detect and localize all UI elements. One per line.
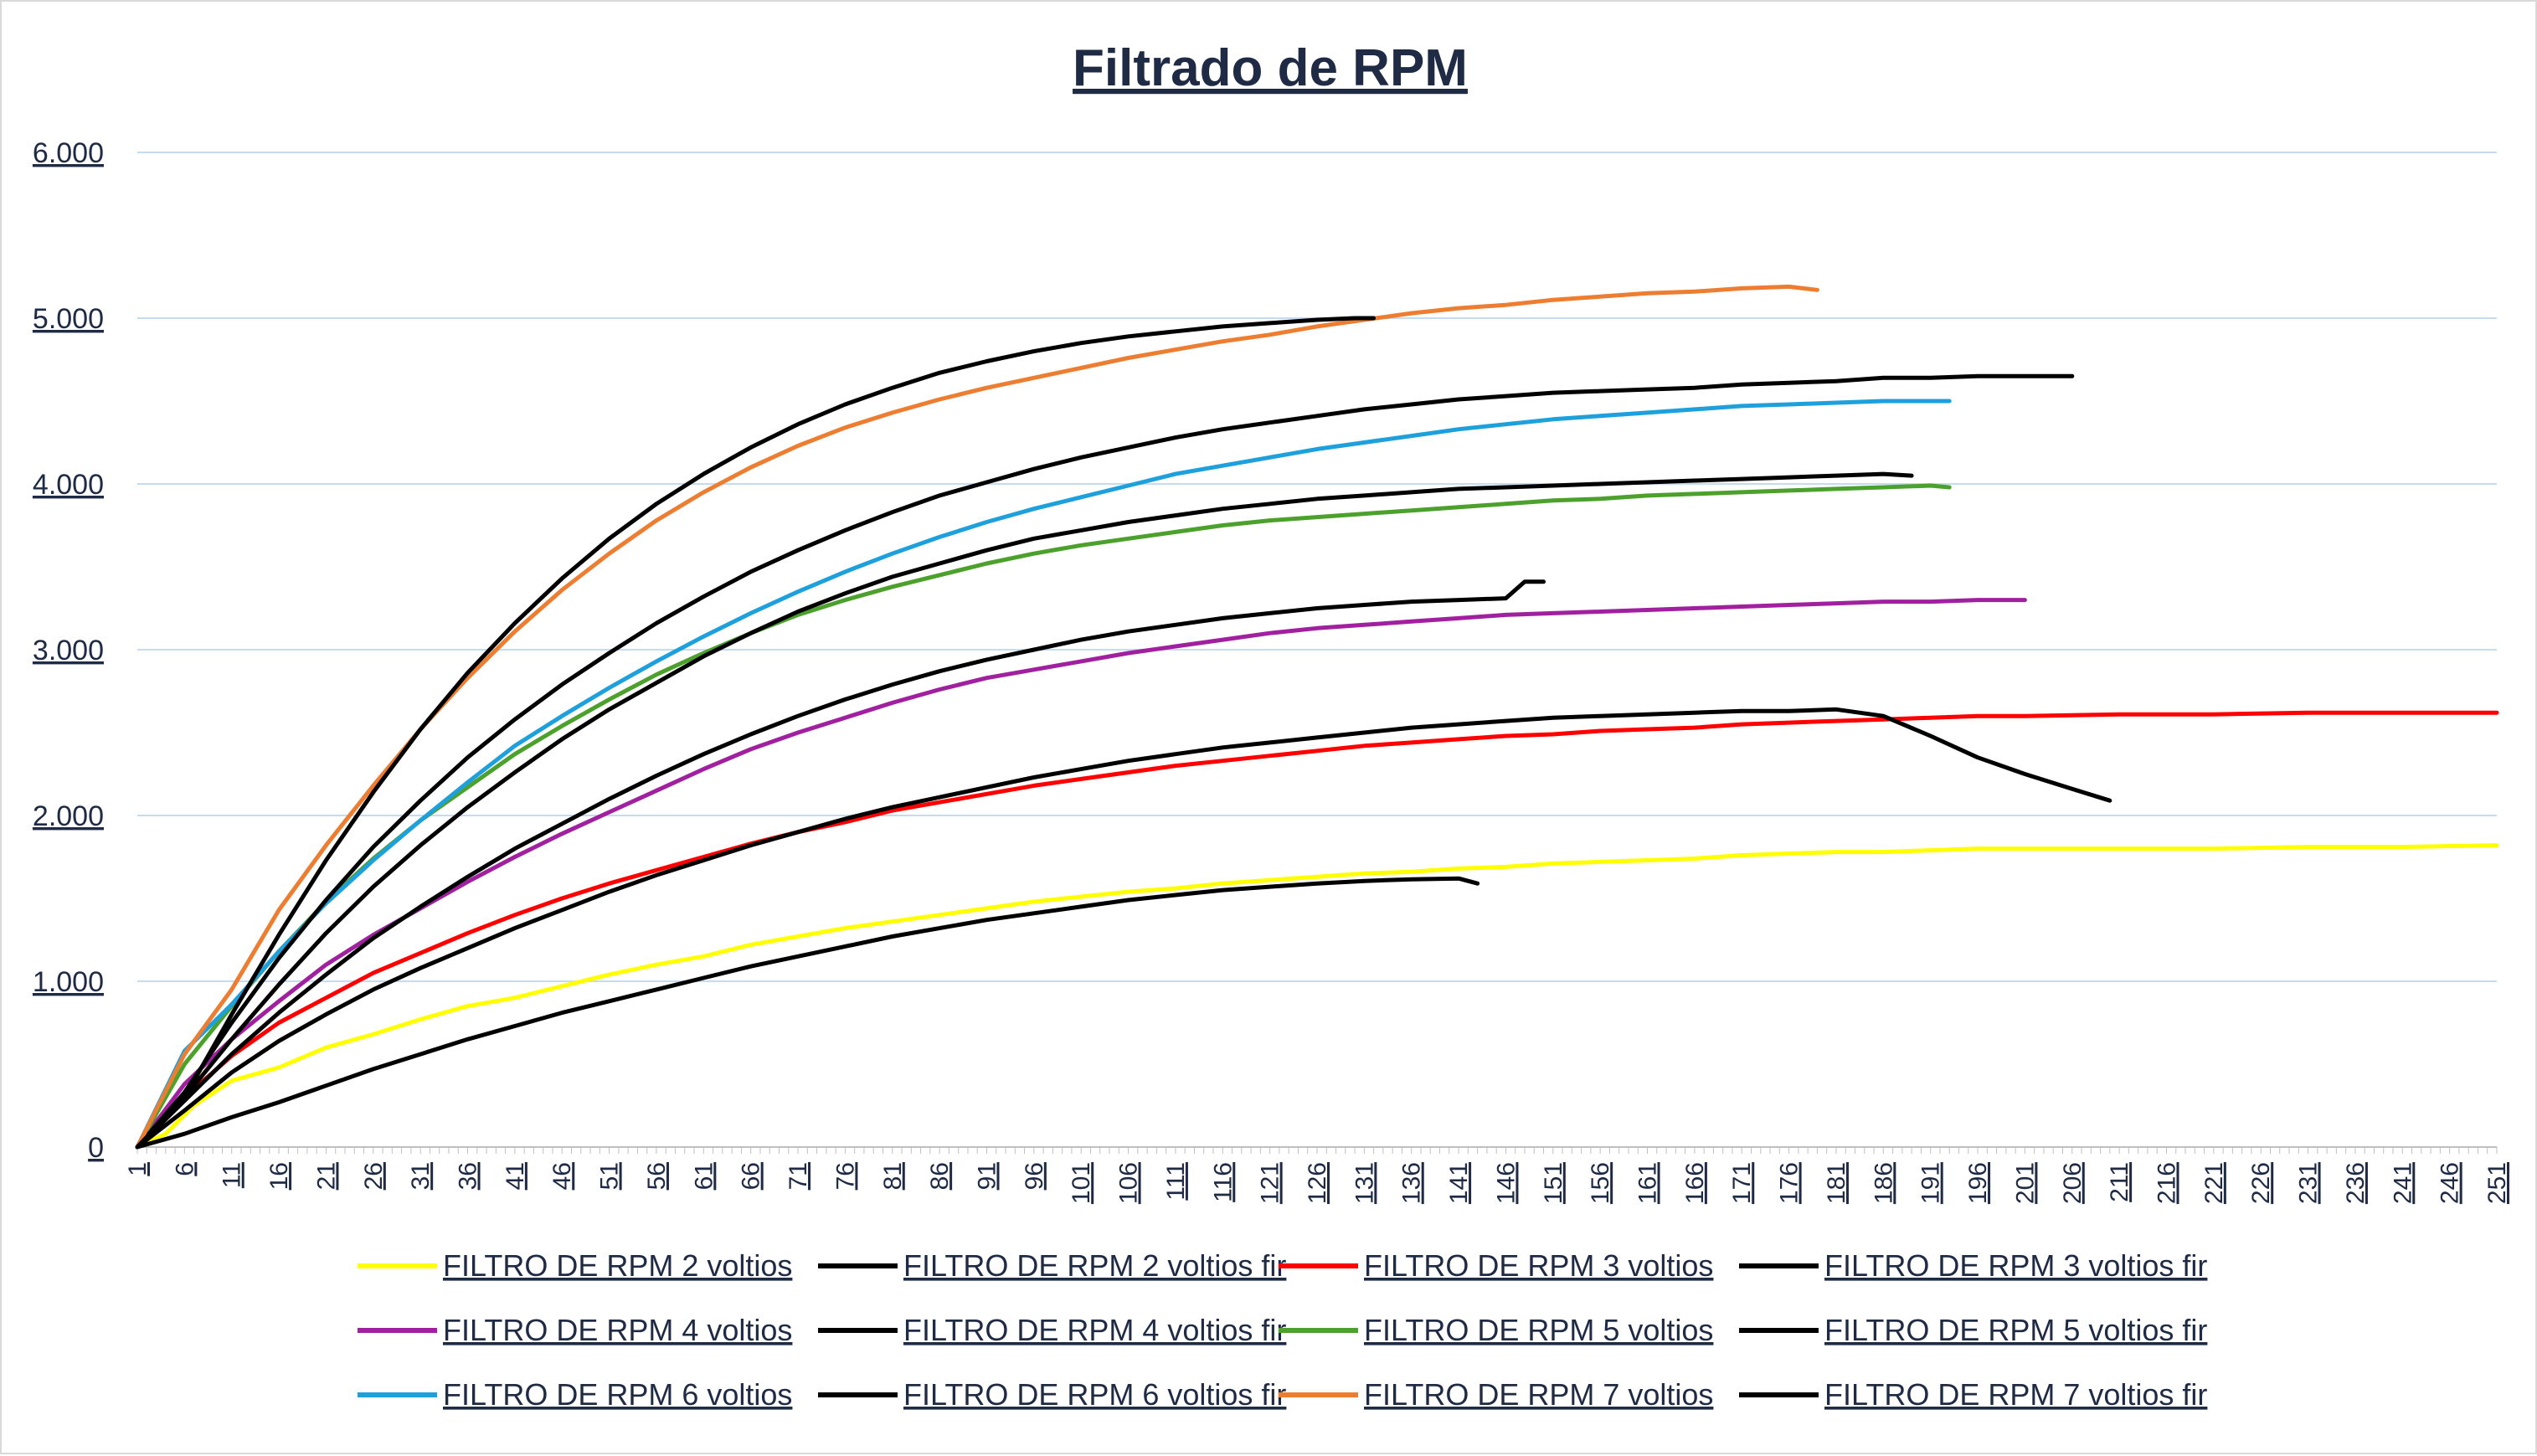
legend-label: FILTRO DE RPM 5 voltios xyxy=(1364,1313,1713,1347)
x-tick-label: 181 xyxy=(1823,1162,1850,1204)
chart-title: Filtrado de RPM xyxy=(1073,39,1468,97)
x-tick-label: 11 xyxy=(219,1162,246,1188)
y-tick-label: 6.000 xyxy=(33,137,104,169)
x-tick-label: 216 xyxy=(2153,1162,2180,1204)
legend-label: FILTRO DE RPM 6 voltios fir xyxy=(903,1377,1286,1412)
x-tick-label: 136 xyxy=(1398,1162,1426,1204)
y-tick-label: 2.000 xyxy=(33,800,104,832)
x-tick-label: 161 xyxy=(1634,1162,1662,1204)
x-tick-label: 111 xyxy=(1162,1162,1190,1201)
x-tick-label: 46 xyxy=(548,1162,576,1190)
x-tick-label: 196 xyxy=(1964,1162,1992,1204)
series-line xyxy=(135,598,2027,1150)
x-tick-label: 26 xyxy=(360,1162,388,1190)
x-tick-label: 151 xyxy=(1540,1162,1567,1204)
legend-label: FILTRO DE RPM 5 voltios fir xyxy=(1824,1313,2207,1347)
x-tick-label: 176 xyxy=(1776,1162,1804,1204)
x-tick-label: 61 xyxy=(690,1162,718,1190)
series-line xyxy=(135,373,2075,1150)
x-tick-label: 251 xyxy=(2483,1162,2511,1204)
x-tick-label: 166 xyxy=(1681,1162,1709,1204)
x-tick-label: 106 xyxy=(1115,1162,1143,1204)
series-line xyxy=(135,707,2112,1150)
series-line xyxy=(135,843,2499,1150)
y-tick-label: 1.000 xyxy=(33,966,104,998)
x-tick-label: 211 xyxy=(2106,1162,2133,1202)
x-tick-label: 236 xyxy=(2342,1162,2370,1204)
legend: FILTRO DE RPM 2 voltios FILTRO DE RPM 2 v… xyxy=(358,1248,2207,1412)
x-tick-label: 131 xyxy=(1351,1162,1378,1204)
series-line xyxy=(135,399,1952,1150)
x-tick-label: 66 xyxy=(738,1162,765,1190)
x-tick-label: 21 xyxy=(312,1162,340,1190)
x-tick-label: 81 xyxy=(879,1162,907,1190)
y-tick-label: 5.000 xyxy=(33,303,104,335)
x-tick-label: 246 xyxy=(2437,1162,2464,1204)
x-tick-label: 121 xyxy=(1257,1162,1284,1204)
legend-label: FILTRO DE RPM 7 voltios fir xyxy=(1824,1377,2207,1412)
x-tick-label: 101 xyxy=(1068,1162,1095,1204)
legend-label: FILTRO DE RPM 2 voltios xyxy=(443,1248,792,1283)
x-tick-label: 201 xyxy=(2011,1162,2039,1204)
series-layer xyxy=(135,284,2499,1150)
x-tick-label: 171 xyxy=(1728,1162,1756,1204)
legend-label: FILTRO DE RPM 3 voltios fir xyxy=(1824,1248,2207,1283)
x-tick-label: 126 xyxy=(1304,1162,1331,1204)
x-tick-label: 186 xyxy=(1870,1162,1897,1204)
legend-label: FILTRO DE RPM 6 voltios xyxy=(443,1377,792,1412)
series-line xyxy=(135,316,1377,1150)
x-tick-label: 36 xyxy=(455,1162,482,1190)
legend-label: FILTRO DE RPM 3 voltios xyxy=(1364,1248,1713,1283)
x-tick-label: 191 xyxy=(1917,1162,1945,1204)
legend-label: FILTRO DE RPM 4 voltios fir xyxy=(903,1313,1286,1347)
x-tick-label: 16 xyxy=(265,1162,293,1190)
y-axis-ticks: 0 1.000 2.000 3.000 4.000 5.000 6.000 xyxy=(33,137,104,1164)
series-line xyxy=(135,876,1480,1150)
x-tick-label: 226 xyxy=(2247,1162,2275,1204)
x-tick-label: 31 xyxy=(407,1162,435,1190)
x-tick-label: 141 xyxy=(1445,1162,1473,1204)
x-tick-label: 71 xyxy=(785,1162,812,1190)
x-tick-label: 91 xyxy=(973,1162,1001,1190)
y-tick-label: 4.000 xyxy=(33,469,104,501)
x-tick-label: 86 xyxy=(926,1162,954,1190)
x-tick-label: 116 xyxy=(1209,1162,1237,1202)
series-line xyxy=(135,471,1914,1150)
x-tick-label: 56 xyxy=(643,1162,671,1190)
x-tick-label: 41 xyxy=(502,1162,529,1190)
series-line xyxy=(135,579,1546,1150)
x-tick-label: 76 xyxy=(831,1162,859,1190)
legend-label: FILTRO DE RPM 7 voltios xyxy=(1364,1377,1713,1412)
y-tick-label: 3.000 xyxy=(33,635,104,666)
x-tick-label: 1 xyxy=(124,1162,152,1176)
x-tick-label: 146 xyxy=(1492,1162,1520,1204)
x-tick-label: 206 xyxy=(2059,1162,2087,1204)
series-line xyxy=(135,710,2499,1150)
x-tick-label: 51 xyxy=(596,1162,624,1190)
x-tick-label: 231 xyxy=(2295,1162,2323,1204)
y-tick-label: 0 xyxy=(88,1132,104,1164)
x-tick-label: 221 xyxy=(2200,1162,2228,1204)
legend-label: FILTRO DE RPM 2 voltios fir xyxy=(903,1248,1286,1283)
x-axis-ticks: 1 6 11 16 21 26 31 36 41 46 51 56 61 66 71 76 81 86 91 96 10… xyxy=(124,1147,2511,1204)
x-tick-label: 96 xyxy=(1021,1162,1048,1190)
legend-label: FILTRO DE RPM 4 voltios xyxy=(443,1313,792,1347)
x-tick-label: 156 xyxy=(1587,1162,1614,1204)
x-tick-label: 6 xyxy=(171,1162,198,1176)
x-tick-label: 241 xyxy=(2389,1162,2416,1204)
